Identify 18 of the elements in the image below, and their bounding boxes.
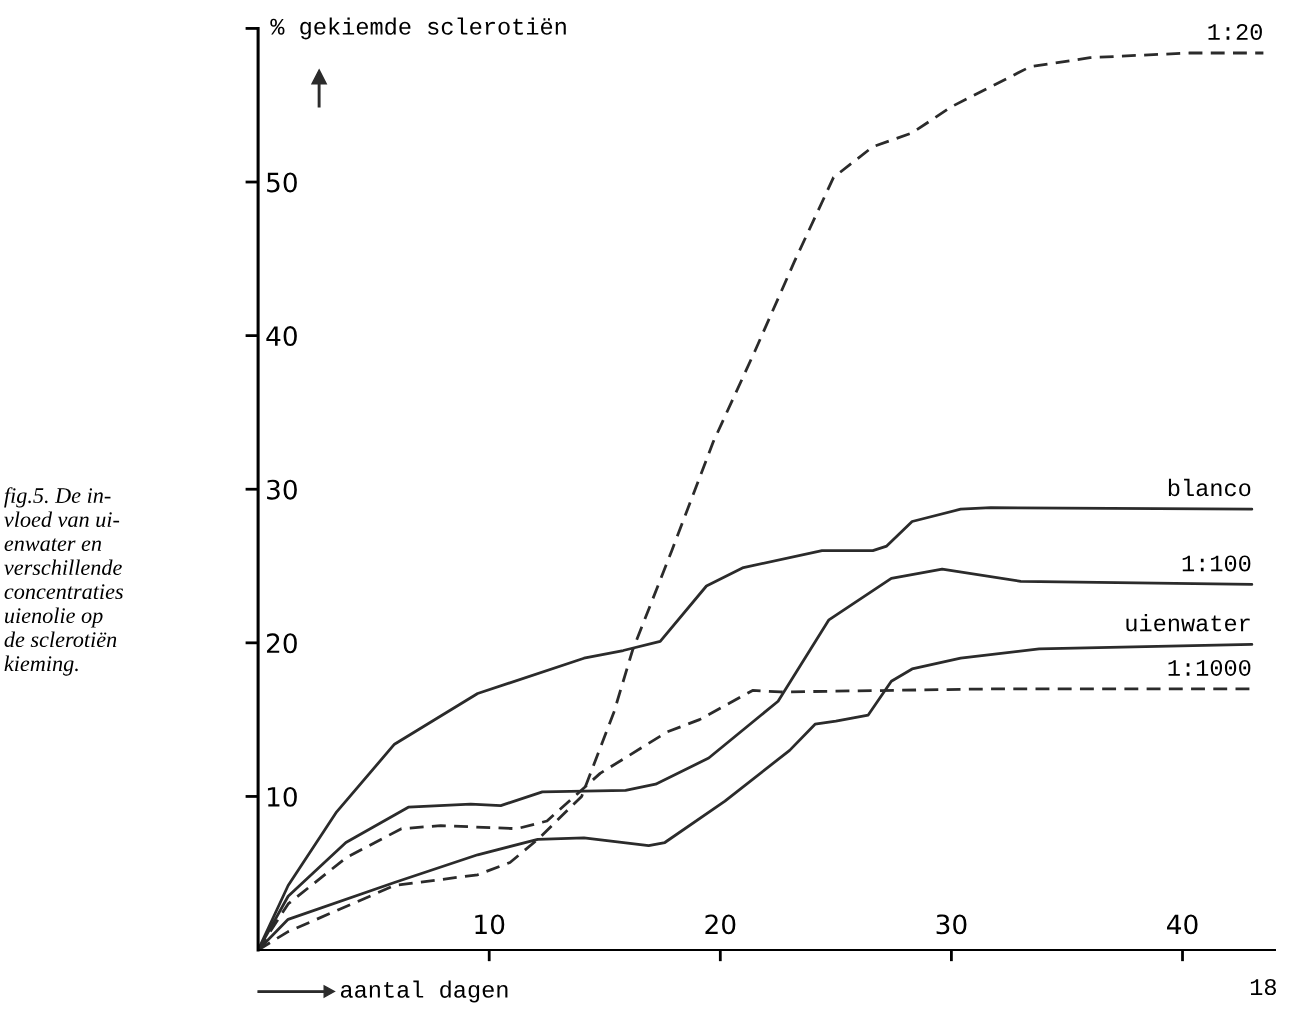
series-label: 1:20 bbox=[1208, 23, 1262, 40]
y-axis-title: % gekiemde sclerotiën bbox=[270, 17, 566, 40]
series-label: 1:1000 bbox=[1168, 659, 1251, 676]
series-label: uienwater bbox=[1126, 614, 1250, 632]
x-tick-label: 30 bbox=[936, 914, 967, 935]
x-tick-label: 10 bbox=[475, 914, 505, 935]
caption: fig.5. De in- vloed van ui- enwater en verschillende concentraties uienolie op de sclerotiën kieming. bbox=[4, 487, 123, 676]
text: 18 bbox=[1250, 979, 1276, 996]
y-tick-label: 10 bbox=[267, 786, 297, 807]
y-tick-label: 20 bbox=[266, 633, 297, 654]
x-axis-title: aantal dagen bbox=[340, 980, 508, 1003]
y-tick-label: 40 bbox=[266, 326, 297, 347]
series-label: 1:100 bbox=[1182, 555, 1251, 572]
x-tick-label: 40 bbox=[1167, 914, 1198, 935]
series-label: blanco bbox=[1168, 478, 1251, 497]
x-tick-label: 20 bbox=[705, 914, 736, 935]
y-tick-label: 50 bbox=[267, 172, 297, 193]
y-tick-label: 30 bbox=[267, 479, 297, 500]
